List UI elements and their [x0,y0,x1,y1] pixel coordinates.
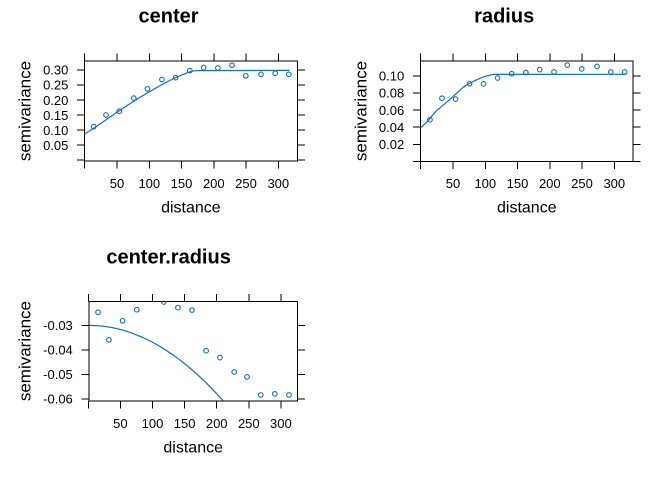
svg-text:0.30: 0.30 [43,63,68,78]
svg-text:distance: distance [163,439,223,456]
svg-text:0.08: 0.08 [379,86,404,101]
svg-text:50: 50 [446,176,460,191]
svg-text:0.02: 0.02 [379,137,404,152]
svg-text:semivariance: semivariance [15,61,34,161]
svg-text:-0.04: -0.04 [43,343,73,358]
svg-text:300: 300 [267,176,289,191]
svg-text:0.20: 0.20 [43,93,68,108]
svg-text:radius: radius [474,6,534,28]
svg-text:0.15: 0.15 [43,108,68,123]
svg-text:0.06: 0.06 [379,103,404,118]
svg-text:200: 200 [206,416,228,431]
svg-text:200: 200 [203,176,225,191]
svg-text:semivariance: semivariance [351,61,370,161]
svg-text:center: center [138,6,198,28]
svg-text:200: 200 [539,176,561,191]
svg-text:100: 100 [138,176,160,191]
svg-text:250: 250 [235,176,257,191]
svg-text:150: 150 [507,176,529,191]
svg-text:300: 300 [603,176,625,191]
svg-text:center.radius: center.radius [106,247,231,269]
svg-text:250: 250 [238,416,260,431]
svg-text:distance: distance [497,199,557,216]
svg-text:0.10: 0.10 [43,123,68,138]
svg-text:-0.03: -0.03 [43,318,73,333]
svg-text:0.25: 0.25 [43,78,68,93]
svg-text:100: 100 [142,416,164,431]
svg-text:0.10: 0.10 [379,69,404,84]
svg-text:distance: distance [161,199,221,216]
svg-text:-0.05: -0.05 [43,367,73,382]
svg-text:250: 250 [571,176,593,191]
svg-text:100: 100 [474,176,496,191]
svg-text:150: 150 [174,416,196,431]
svg-text:0.04: 0.04 [379,120,404,135]
svg-text:0.05: 0.05 [43,138,68,153]
svg-text:semivariance: semivariance [15,301,34,401]
svg-text:-0.06: -0.06 [43,392,73,407]
svg-text:50: 50 [113,416,127,431]
svg-text:300: 300 [270,416,292,431]
svg-text:50: 50 [110,176,124,191]
svg-text:150: 150 [171,176,193,191]
